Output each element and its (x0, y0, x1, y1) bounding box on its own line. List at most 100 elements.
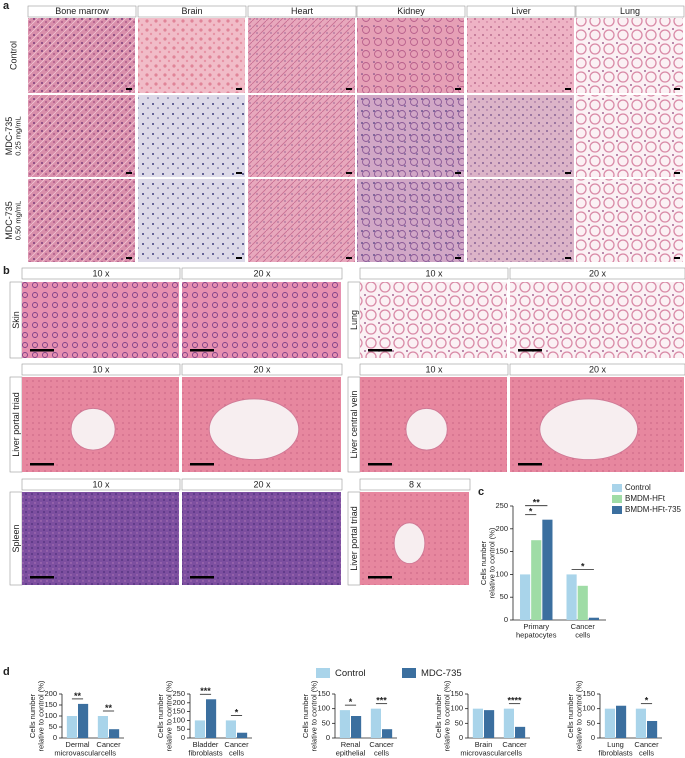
scale-bar (30, 576, 54, 579)
histology-image (576, 179, 683, 262)
bar (370, 708, 381, 738)
legend-swatch (316, 668, 330, 678)
scale-bar (565, 88, 571, 90)
bar (515, 726, 526, 738)
histology-image (22, 282, 179, 358)
significance-label: * (581, 561, 585, 571)
histology-image (22, 492, 179, 585)
side-label: Spleen (11, 524, 21, 552)
magnification-box (181, 478, 343, 491)
scale-bar (346, 172, 352, 174)
side-label: Liver portal triad (11, 392, 21, 457)
significance-label: ** (74, 691, 82, 701)
column-header: Lung (620, 6, 640, 16)
scale-bar (455, 172, 461, 174)
vessel (70, 407, 116, 451)
scale-bar (190, 463, 214, 466)
panel-label: b (3, 265, 10, 277)
magnification-box (181, 267, 343, 280)
scale-bar (368, 349, 392, 352)
x-tick-label: cells (374, 748, 389, 757)
bar (566, 574, 577, 620)
bar (109, 729, 120, 738)
y-axis-label: Cells number (479, 540, 488, 585)
side-label: Liver central vein (349, 390, 359, 458)
x-tick-label: fibroblasts (598, 748, 632, 757)
column-header-box (247, 5, 357, 18)
y-axis-label: Cells number (156, 693, 165, 738)
scale-bar (674, 88, 680, 90)
y-tick-label: 50 (322, 718, 330, 727)
magnification-label: 10 x (425, 268, 443, 278)
scale-bar (455, 257, 461, 259)
column-header: Heart (291, 6, 314, 16)
significance-label: ** (105, 703, 113, 713)
legend-label: MDC-735 (421, 668, 462, 679)
magnification-label: 10 x (425, 364, 443, 374)
y-tick-label: 0 (459, 733, 463, 742)
y-axis-label: Cells number (434, 693, 443, 738)
x-tick-label: cells (70, 757, 85, 758)
magnification-box (21, 267, 181, 280)
x-tick-label: Bladder (193, 740, 219, 749)
bar (616, 705, 627, 738)
scale-bar (368, 463, 392, 466)
x-tick-label: cells (343, 757, 358, 758)
y-axis-label: relative to control (%) (442, 680, 451, 751)
significance-label: *** (200, 686, 211, 696)
magnification-label: 20 x (589, 364, 607, 374)
magnification-label: 8 x (409, 479, 422, 489)
scale-bar (190, 576, 214, 579)
x-tick-label: cells (639, 748, 654, 757)
magnification-box (359, 267, 509, 280)
scale-bar (126, 172, 132, 174)
y-tick-label: 150 (44, 700, 57, 709)
x-tick-label: Cancer (502, 740, 527, 749)
bar (520, 574, 531, 620)
x-tick-label: Lung (607, 740, 624, 749)
legend-swatch (402, 668, 416, 678)
scale-bar (518, 349, 542, 352)
magnification-box (21, 363, 181, 376)
y-tick-label: 250 (495, 501, 508, 510)
histology-image (138, 18, 245, 93)
column-header: Liver (511, 6, 531, 16)
y-tick-label: 0 (326, 733, 330, 742)
x-tick-label: Cancer (96, 740, 121, 749)
y-tick-label: 150 (582, 689, 595, 698)
scale-bar (30, 463, 54, 466)
magnification-box (21, 478, 181, 491)
scale-bar (518, 463, 542, 466)
vessel (393, 522, 426, 565)
panel-label: d (3, 666, 10, 678)
magnification-box (181, 363, 343, 376)
significance-label: * (349, 697, 353, 707)
bar (66, 716, 77, 738)
histology-image (248, 179, 355, 262)
x-tick-label: fibroblasts (188, 748, 222, 757)
side-label: Liver portal triad (349, 506, 359, 571)
row-label: MDC-735 (4, 117, 14, 156)
magnification-label: 10 x (92, 268, 110, 278)
y-tick-label: 250 (172, 689, 185, 698)
y-tick-label: 150 (172, 707, 185, 716)
bar (635, 708, 646, 738)
histology-image (357, 18, 464, 93)
y-tick-label: 50 (455, 718, 463, 727)
y-tick-label: 0 (181, 733, 185, 742)
y-axis-label: relative to control (%) (574, 680, 583, 751)
bar (206, 699, 217, 738)
histology-image (360, 282, 507, 358)
column-header: Kidney (397, 6, 425, 16)
y-axis-label: Cells number (301, 693, 310, 738)
histology-image (467, 18, 574, 93)
y-tick-label: 100 (317, 704, 330, 713)
x-tick-label: cells (229, 748, 244, 757)
vessel (208, 398, 300, 461)
side-label: Skin (11, 311, 21, 329)
x-tick-label: Cancer (369, 740, 394, 749)
bar (97, 716, 108, 738)
x-tick-label: cells (507, 748, 522, 757)
y-axis-label: relative to control (%) (309, 680, 318, 751)
y-tick-label: 100 (582, 704, 595, 713)
